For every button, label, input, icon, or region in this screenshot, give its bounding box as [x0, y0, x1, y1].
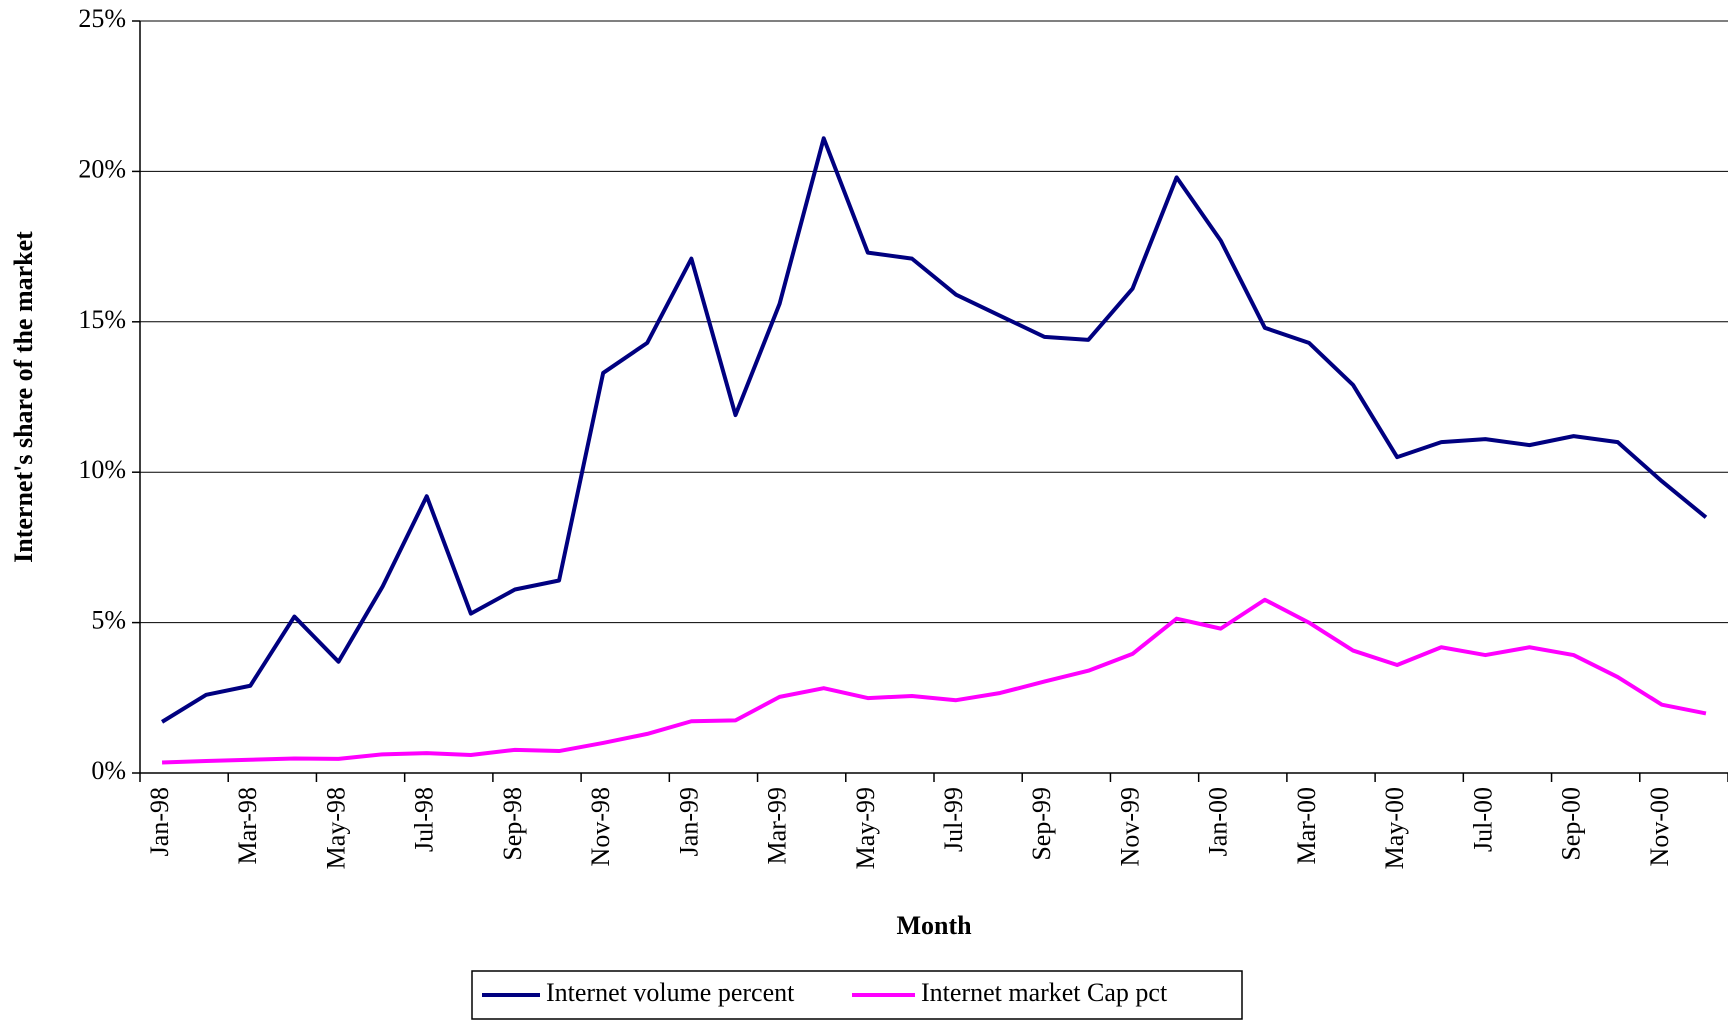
legend-label: Internet market Cap pct	[921, 978, 1168, 1007]
y-axis-title: Internet's share of the market	[9, 231, 38, 563]
x-tick-label: Jul-00	[1468, 787, 1497, 852]
x-tick-label: Nov-98	[586, 787, 615, 866]
x-tick-label: Mar-00	[1292, 787, 1321, 864]
x-axis-title: Month	[896, 911, 972, 940]
x-tick-label: Nov-00	[1645, 787, 1674, 866]
x-tick-label: May-00	[1380, 787, 1409, 869]
x-tick-label: Sep-99	[1027, 787, 1056, 861]
x-tick-label: Sep-98	[498, 787, 527, 861]
y-tick-label: 25%	[78, 4, 126, 33]
x-tick-label: Mar-98	[233, 787, 262, 864]
x-tick-label: Sep-00	[1557, 787, 1586, 861]
x-tick-label: Nov-99	[1115, 787, 1144, 866]
legend-label: Internet volume percent	[546, 978, 795, 1007]
x-tick-label: Jul-99	[939, 787, 968, 852]
x-tick-label: Jan-00	[1204, 787, 1233, 856]
x-tick-label: Mar-99	[763, 787, 792, 864]
y-tick-label: 0%	[91, 756, 126, 785]
series-line	[161, 136, 1708, 724]
x-tick-label: May-99	[851, 787, 880, 869]
x-tick-label: Jan-99	[674, 787, 703, 856]
y-tick-label: 5%	[91, 606, 126, 635]
x-tick-label: Jul-98	[410, 787, 439, 852]
x-tick-label: Jan-98	[145, 787, 174, 856]
x-tick-label: May-98	[321, 787, 350, 869]
series-line	[161, 597, 1707, 765]
y-tick-label: 20%	[78, 154, 126, 183]
y-tick-label: 15%	[78, 305, 126, 334]
y-tick-label: 10%	[78, 455, 126, 484]
